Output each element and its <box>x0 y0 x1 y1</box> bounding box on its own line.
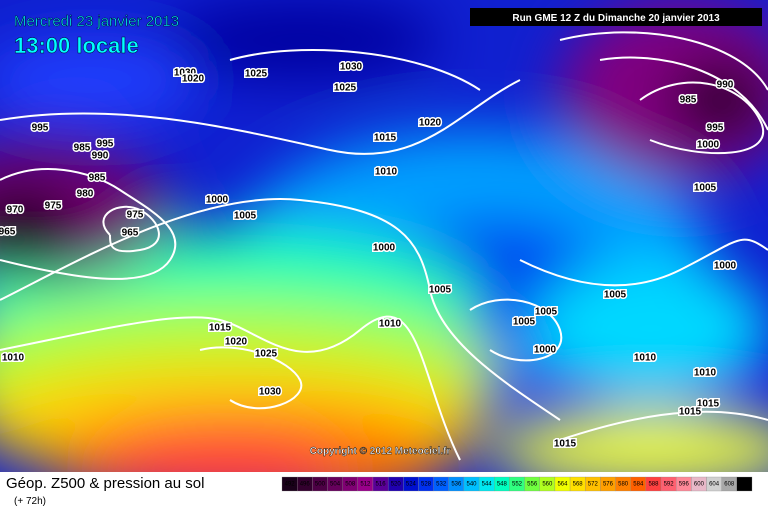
scale-label: 552 <box>512 482 523 488</box>
isobar-label: 970 <box>7 205 24 216</box>
date-label: Mercredi 23 janvier 2013 <box>14 13 179 30</box>
run-label: Run GME 12 Z du Dimanche 20 janvier 2013 <box>512 13 720 24</box>
isobar-label: 1010 <box>634 353 657 364</box>
scale-label: 572 <box>588 482 599 488</box>
isobar-label: 1010 <box>375 167 398 178</box>
isobar-label: 1015 <box>374 133 397 144</box>
scale-label: 516 <box>376 482 387 488</box>
isobar-label: 1000 <box>697 140 720 151</box>
scale-label: 576 <box>603 482 614 488</box>
legend-title: Géop. Z500 & pression au sol <box>6 475 204 492</box>
isobar-label: 995 <box>32 123 49 134</box>
isobar-label: 1005 <box>234 211 257 222</box>
isobar-label: 1010 <box>379 319 402 330</box>
scale-label: 524 <box>406 482 417 488</box>
copyright: Copyright © 2012 Meteociel.fr <box>310 446 451 457</box>
isobar-label: 1000 <box>534 345 557 356</box>
scale-label: 556 <box>527 482 538 488</box>
scale-swatch <box>736 476 753 492</box>
isobar-label: 990 <box>717 80 734 91</box>
isobar-label: 1005 <box>604 290 627 301</box>
scale-label: 544 <box>482 482 493 488</box>
isobar-label: 1010 <box>694 368 717 379</box>
isobar-label: 1005 <box>535 307 558 318</box>
scale-label: 512 <box>360 482 371 488</box>
scale-label: 496 <box>300 482 311 488</box>
isobar-label: 1000 <box>206 195 229 206</box>
scale-label: 604 <box>709 482 720 488</box>
isobar-label: 1015 <box>554 439 577 450</box>
scale-label: 568 <box>573 482 584 488</box>
scale-label: 560 <box>542 482 553 488</box>
time-label: 13:00 locale <box>14 33 139 58</box>
isobar-label: 1015 <box>697 399 720 410</box>
scale-label: 536 <box>451 482 462 488</box>
scale-label: 580 <box>618 482 629 488</box>
isobar-label: 1025 <box>334 83 357 94</box>
isobar-label: 1030 <box>174 68 197 79</box>
legend-subtitle: (+ 72h) <box>14 496 46 507</box>
isobar-label: 975 <box>127 210 144 221</box>
scale-label: 528 <box>421 482 432 488</box>
scale-label: 508 <box>345 482 356 488</box>
isobar-label: 985 <box>680 95 697 106</box>
scale-label: 612 <box>739 482 750 488</box>
isobar-label: 1020 <box>419 118 442 129</box>
run-box <box>470 8 762 26</box>
isobar-label: 1030 <box>340 62 363 73</box>
isobar-label: 980 <box>77 189 94 200</box>
isobar-label: 1000 <box>714 261 737 272</box>
scale-label: 596 <box>679 482 690 488</box>
scale-label: 584 <box>633 482 644 488</box>
isobar-label: 965 <box>0 227 16 238</box>
isobar-label: 985 <box>74 143 91 154</box>
scale-label: 500 <box>315 482 326 488</box>
color-scale: 492 496 500 504 508 512 516 520 524 528 532 536 540 5… <box>281 476 753 492</box>
isobar-label: 1005 <box>429 285 452 296</box>
isobar-label: 1010 <box>2 353 25 364</box>
scale-label: 600 <box>694 482 705 488</box>
isobar-label: 995 <box>97 139 114 150</box>
isobar-label: 990 <box>92 151 109 162</box>
isobar-label: 1020 <box>225 337 248 348</box>
scale-label: 540 <box>467 482 478 488</box>
scale-label: 548 <box>497 482 508 488</box>
scale-label: 532 <box>436 482 447 488</box>
isobar-label: 1015 <box>209 323 232 334</box>
isobar-label: 985 <box>89 173 106 184</box>
isobar-label: 1025 <box>255 349 278 360</box>
isobar-label: 1005 <box>513 317 536 328</box>
scale-label: 492 <box>285 482 296 488</box>
isobar-label: 995 <box>707 123 724 134</box>
scale-label: 520 <box>391 482 402 488</box>
scale-label: 608 <box>724 482 735 488</box>
isobar-label: 1015 <box>679 407 702 418</box>
isobar-label: 1000 <box>373 243 396 254</box>
scale-label: 564 <box>557 482 568 488</box>
isobars <box>0 31 768 461</box>
isobar-label: 1005 <box>694 183 717 194</box>
isobar-label: 975 <box>45 201 62 212</box>
isobar-label: 1030 <box>259 387 282 398</box>
scale-label: 592 <box>664 482 675 488</box>
isobar-label: 1025 <box>245 69 268 80</box>
isobar-label: 1020 <box>182 74 205 85</box>
scale-label: 504 <box>330 482 341 488</box>
scale-label: 588 <box>648 482 659 488</box>
isobar-label: 965 <box>122 228 139 239</box>
